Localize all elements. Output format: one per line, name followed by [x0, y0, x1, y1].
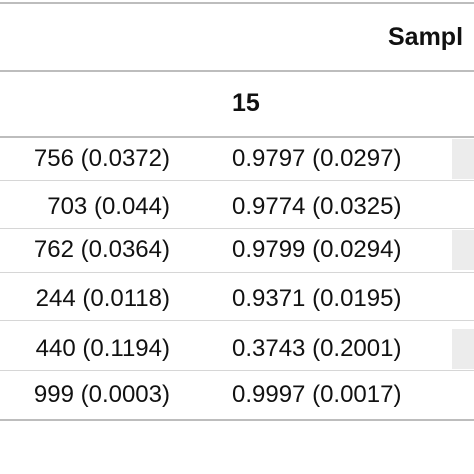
table-top-rule	[0, 2, 474, 4]
cell-col1: 756 (0.0372)	[33, 145, 170, 172]
row-shade	[452, 230, 474, 270]
column-header-15: 15	[232, 89, 260, 117]
cell-col1: 999 (0.0003)	[33, 381, 170, 408]
cell-col2: 0.9371 (0.0195)	[232, 285, 402, 312]
header-rule-1	[0, 70, 474, 72]
cell-col1: 244 (0.0118)	[35, 285, 170, 312]
cell-col2: 0.3743 (0.2001)	[232, 335, 402, 362]
header-rule-2	[0, 136, 474, 138]
cell-col2: 0.9797 (0.0297)	[232, 145, 402, 172]
row-divider	[0, 180, 474, 181]
row-shade	[452, 139, 474, 179]
cell-col1: 762 (0.0364)	[33, 236, 170, 263]
cell-col2: 0.9799 (0.0294)	[232, 236, 402, 263]
cell-col2: 0.9774 (0.0325)	[232, 193, 402, 220]
group-header: Sampl	[388, 23, 464, 51]
table-bottom-rule	[0, 419, 474, 421]
table-row: 756 (0.0372) 0.9797 (0.0297)	[0, 139, 474, 179]
cell-col2: 0.9997 (0.0017)	[232, 381, 402, 408]
row-divider	[0, 272, 474, 273]
row-divider	[0, 228, 474, 229]
row-divider	[0, 320, 474, 321]
table-row: 762 (0.0364) 0.9799 (0.0294)	[0, 230, 474, 270]
row-shade	[452, 329, 474, 369]
cell-col1: 440 (0.1194)	[35, 335, 170, 362]
cell-col1: 703 (0.044)	[47, 193, 170, 220]
table-row: 999 (0.0003) 0.9997 (0.0017)	[0, 375, 474, 415]
table-row: 244 (0.0118) 0.9371 (0.0195)	[0, 279, 474, 319]
table-row: 703 (0.044) 0.9774 (0.0325)	[0, 187, 474, 227]
row-divider	[0, 370, 474, 371]
table-row: 440 (0.1194) 0.3743 (0.2001)	[0, 329, 474, 369]
